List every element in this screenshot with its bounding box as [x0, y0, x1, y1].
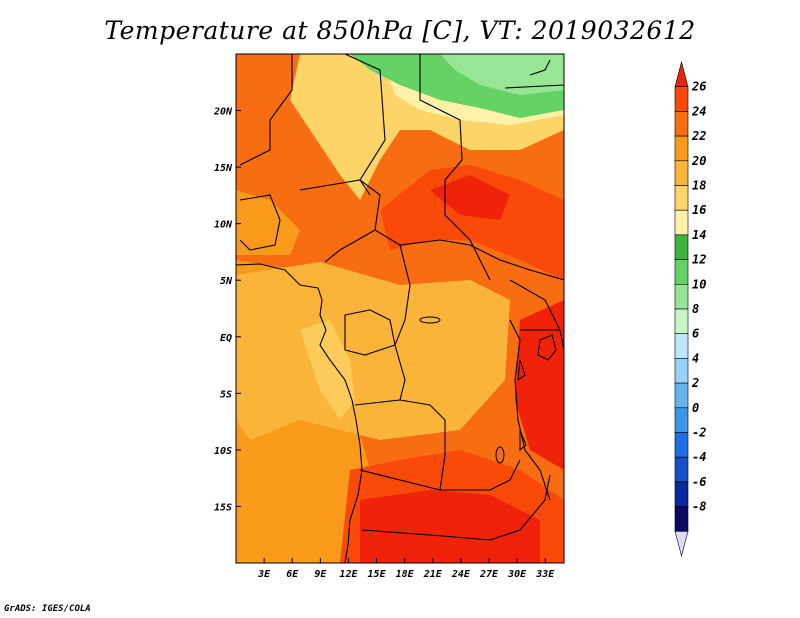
temperature-field	[236, 54, 564, 563]
colorbar-label: 4	[692, 351, 699, 365]
x-tick-label: 33E	[535, 569, 555, 580]
colorbar-label: 10	[692, 277, 706, 291]
colorbar-label: 22	[691, 129, 706, 143]
x-tick-label: 9E	[314, 569, 327, 580]
y-tick-label: 10S	[214, 446, 232, 457]
colorbar-swatch	[674, 407, 689, 433]
colorbar-label: 24	[691, 104, 706, 118]
y-tick-label: 15N	[214, 163, 233, 174]
y-tick-label: 10N	[214, 220, 233, 231]
colorbar-label: 12	[692, 253, 706, 267]
colorbar-swatch	[674, 481, 689, 507]
colorbar-swatch	[674, 530, 689, 558]
colorbar-swatch	[674, 506, 689, 532]
grads-credit: GrADS: IGES/COLA	[4, 604, 91, 614]
colorbar-swatch	[674, 456, 689, 483]
colorbar-label: -6	[692, 475, 706, 489]
x-tick-label: 18E	[396, 569, 415, 580]
colorbar-label: -2	[692, 426, 706, 440]
y-tick-label: 15S	[214, 502, 232, 513]
colorbar-swatch	[674, 358, 689, 384]
x-tick-label: 30E	[507, 569, 527, 580]
y-tick-label: 5N	[220, 276, 233, 287]
x-tick-label: 27E	[479, 569, 499, 580]
y-axis: 20N 15N 10N 5N EQ 5S 10S 15S	[213, 107, 241, 513]
field-green-light	[440, 54, 564, 95]
field-coast	[300, 320, 355, 420]
colorbar-label: 0	[692, 401, 699, 415]
y-tick-label: EQ	[220, 333, 232, 344]
x-axis: 3E 6E 9E 12E 15E 18E 21E 24E 27E 30E 33E	[257, 558, 555, 580]
map-title: Temperature at 850hPa [C], VT: 201903261…	[104, 16, 696, 45]
colorbar-swatch	[674, 259, 689, 285]
field-sahel-core	[430, 175, 510, 220]
colorbar-label: -8	[692, 500, 706, 514]
colorbar-label: 16	[692, 203, 706, 217]
colorbar-swatch	[674, 160, 689, 186]
colorbar-swatch	[674, 60, 689, 87]
x-tick-label: 24E	[451, 569, 471, 580]
field-sahel	[380, 165, 564, 280]
colorbar-swatch	[674, 283, 689, 310]
colorbar-label: 2	[691, 376, 699, 390]
colorbar-swatch	[674, 308, 689, 335]
x-tick-label: 12E	[339, 569, 358, 580]
colorbar-label: 14	[692, 228, 706, 242]
colorbar-swatch	[674, 135, 689, 162]
colorbar-label: -4	[692, 450, 706, 464]
field-west-light	[236, 190, 300, 255]
field-east	[515, 300, 564, 470]
colorbar-swatch	[674, 333, 689, 359]
colorbar-swatch	[674, 111, 689, 137]
x-tick-label: 15E	[368, 569, 387, 580]
x-tick-label: 6E	[286, 569, 299, 580]
field-south-core	[360, 490, 540, 563]
lakes	[419, 316, 557, 464]
y-tick-label: 5S	[220, 389, 232, 400]
colorbar-label: 18	[692, 179, 706, 193]
colorbar-swatch	[674, 382, 689, 409]
colorbar-label: 6	[692, 327, 699, 341]
country-borders	[236, 54, 564, 563]
colorbar-swatch	[674, 185, 689, 211]
plot-frame	[235, 53, 565, 564]
colorbar-label: 20	[691, 154, 706, 168]
field-congo	[236, 262, 510, 440]
colorbar-label: 26	[691, 80, 706, 94]
colorbar-swatch	[674, 432, 689, 458]
x-tick-label: 3E	[257, 569, 271, 580]
colorbar-swatch	[674, 209, 689, 236]
colorbar-label: 8	[692, 302, 699, 316]
colorbar-swatch	[674, 234, 689, 260]
colorbar-swatch	[674, 86, 689, 112]
y-tick-label: 20N	[213, 107, 233, 118]
x-tick-label: 21E	[423, 569, 443, 580]
